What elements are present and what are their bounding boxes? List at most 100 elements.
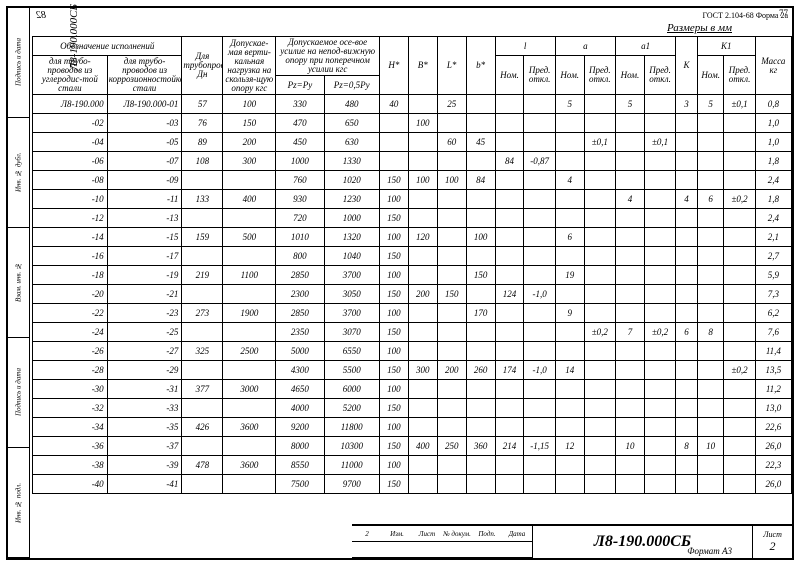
cell-H (379, 114, 408, 133)
cell-L (437, 342, 466, 361)
cell-lp (524, 380, 555, 399)
table-row: -22-2327319002850370010017096,2 (33, 304, 792, 323)
cell-ap (584, 437, 615, 456)
lm-5: Подпись и дата (8, 8, 29, 118)
cell-H: 150 (379, 247, 408, 266)
cell-ln: 84 (495, 152, 524, 171)
cell-d2: Л8-190.000-01 (107, 95, 182, 114)
hdr-a1: a1 (616, 37, 676, 56)
cell-K: 8 (676, 437, 698, 456)
cell-an: 4 (555, 171, 584, 190)
cell-L (437, 114, 466, 133)
cell-a1p (644, 209, 675, 228)
cell-ap (584, 228, 615, 247)
cell-d1: -12 (33, 209, 108, 228)
cell-pz2: 1230 (324, 190, 379, 209)
cell-K1n (697, 114, 724, 133)
cell-pz2: 5200 (324, 399, 379, 418)
cell-K1n: 8 (697, 323, 724, 342)
cell-ln (495, 342, 524, 361)
tb-col6: Дата (502, 526, 532, 558)
cell-ln (495, 456, 524, 475)
cell-an (555, 399, 584, 418)
cell-lp (524, 114, 555, 133)
table-row: -30-3137730004650600010011,2 (33, 380, 792, 399)
cell-pz1: 1000 (276, 152, 324, 171)
cell-b: 150 (466, 266, 495, 285)
cell-H: 100 (379, 380, 408, 399)
cell-K1p (724, 133, 755, 152)
cell-pz2: 3700 (324, 266, 379, 285)
cell-a1n: 10 (616, 437, 645, 456)
cell-L (437, 456, 466, 475)
cell-d2: -09 (107, 171, 182, 190)
cell-d2: -19 (107, 266, 182, 285)
cell-an (555, 456, 584, 475)
table-row: -16-1780010401502,7 (33, 247, 792, 266)
cell-dn: 273 (182, 304, 223, 323)
cell-an (555, 323, 584, 342)
tb-col4: № докум. (442, 526, 472, 558)
cell-d1: -32 (33, 399, 108, 418)
cell-an: 9 (555, 304, 584, 323)
table-row: -08-0976010201501001008442,4 (33, 171, 792, 190)
cell-b: 45 (466, 133, 495, 152)
cell-pz1: 760 (276, 171, 324, 190)
cell-K1p (724, 266, 755, 285)
cell-H: 100 (379, 228, 408, 247)
cell-pz2: 630 (324, 133, 379, 152)
cell-dn: 133 (182, 190, 223, 209)
cell-pz1: 470 (276, 114, 324, 133)
cell-K1n (697, 152, 724, 171)
cell-b (466, 475, 495, 494)
hdr-L: L* (437, 37, 466, 95)
cell-H: 150 (379, 285, 408, 304)
cell-K: 6 (676, 323, 698, 342)
cell-lp (524, 399, 555, 418)
cell-L (437, 190, 466, 209)
cell-dn: 377 (182, 380, 223, 399)
hdr-vert: Допускае-мая верти-кальная нагрузка на с… (223, 37, 276, 95)
cell-K1n (697, 228, 724, 247)
cell-vn (223, 171, 276, 190)
cell-b: 170 (466, 304, 495, 323)
cell-vn: 150 (223, 114, 276, 133)
cell-a1p (644, 285, 675, 304)
cell-B (408, 342, 437, 361)
cell-L: 100 (437, 171, 466, 190)
cell-pz2: 480 (324, 95, 379, 114)
cell-b (466, 323, 495, 342)
cell-pz1: 2850 (276, 266, 324, 285)
cell-lp (524, 418, 555, 437)
cell-L (437, 266, 466, 285)
cell-pz1: 930 (276, 190, 324, 209)
cell-ln (495, 475, 524, 494)
cell-d2: -33 (107, 399, 182, 418)
cell-b (466, 114, 495, 133)
cell-pz2: 6550 (324, 342, 379, 361)
cell-a1p (644, 475, 675, 494)
cell-K (676, 285, 698, 304)
cell-K1p (724, 323, 755, 342)
cell-K1n (697, 304, 724, 323)
cell-ap (584, 114, 615, 133)
cell-b (466, 380, 495, 399)
cell-ln (495, 95, 524, 114)
cell-pz2: 650 (324, 114, 379, 133)
cell-B (408, 190, 437, 209)
cell-ap (584, 380, 615, 399)
cell-B (408, 247, 437, 266)
cell-K1n (697, 418, 724, 437)
cell-a1n (616, 171, 645, 190)
cell-B: 200 (408, 285, 437, 304)
cell-L: 150 (437, 285, 466, 304)
cell-B (408, 209, 437, 228)
cell-dn (182, 323, 223, 342)
table-row: -26-2732525005000655010011,4 (33, 342, 792, 361)
hdr-K1-pred: Пред. откл. (724, 56, 755, 95)
cell-lp (524, 190, 555, 209)
cell-K1n: 10 (697, 437, 724, 456)
cell-K1n (697, 475, 724, 494)
cell-b (466, 152, 495, 171)
cell-a1n (616, 114, 645, 133)
